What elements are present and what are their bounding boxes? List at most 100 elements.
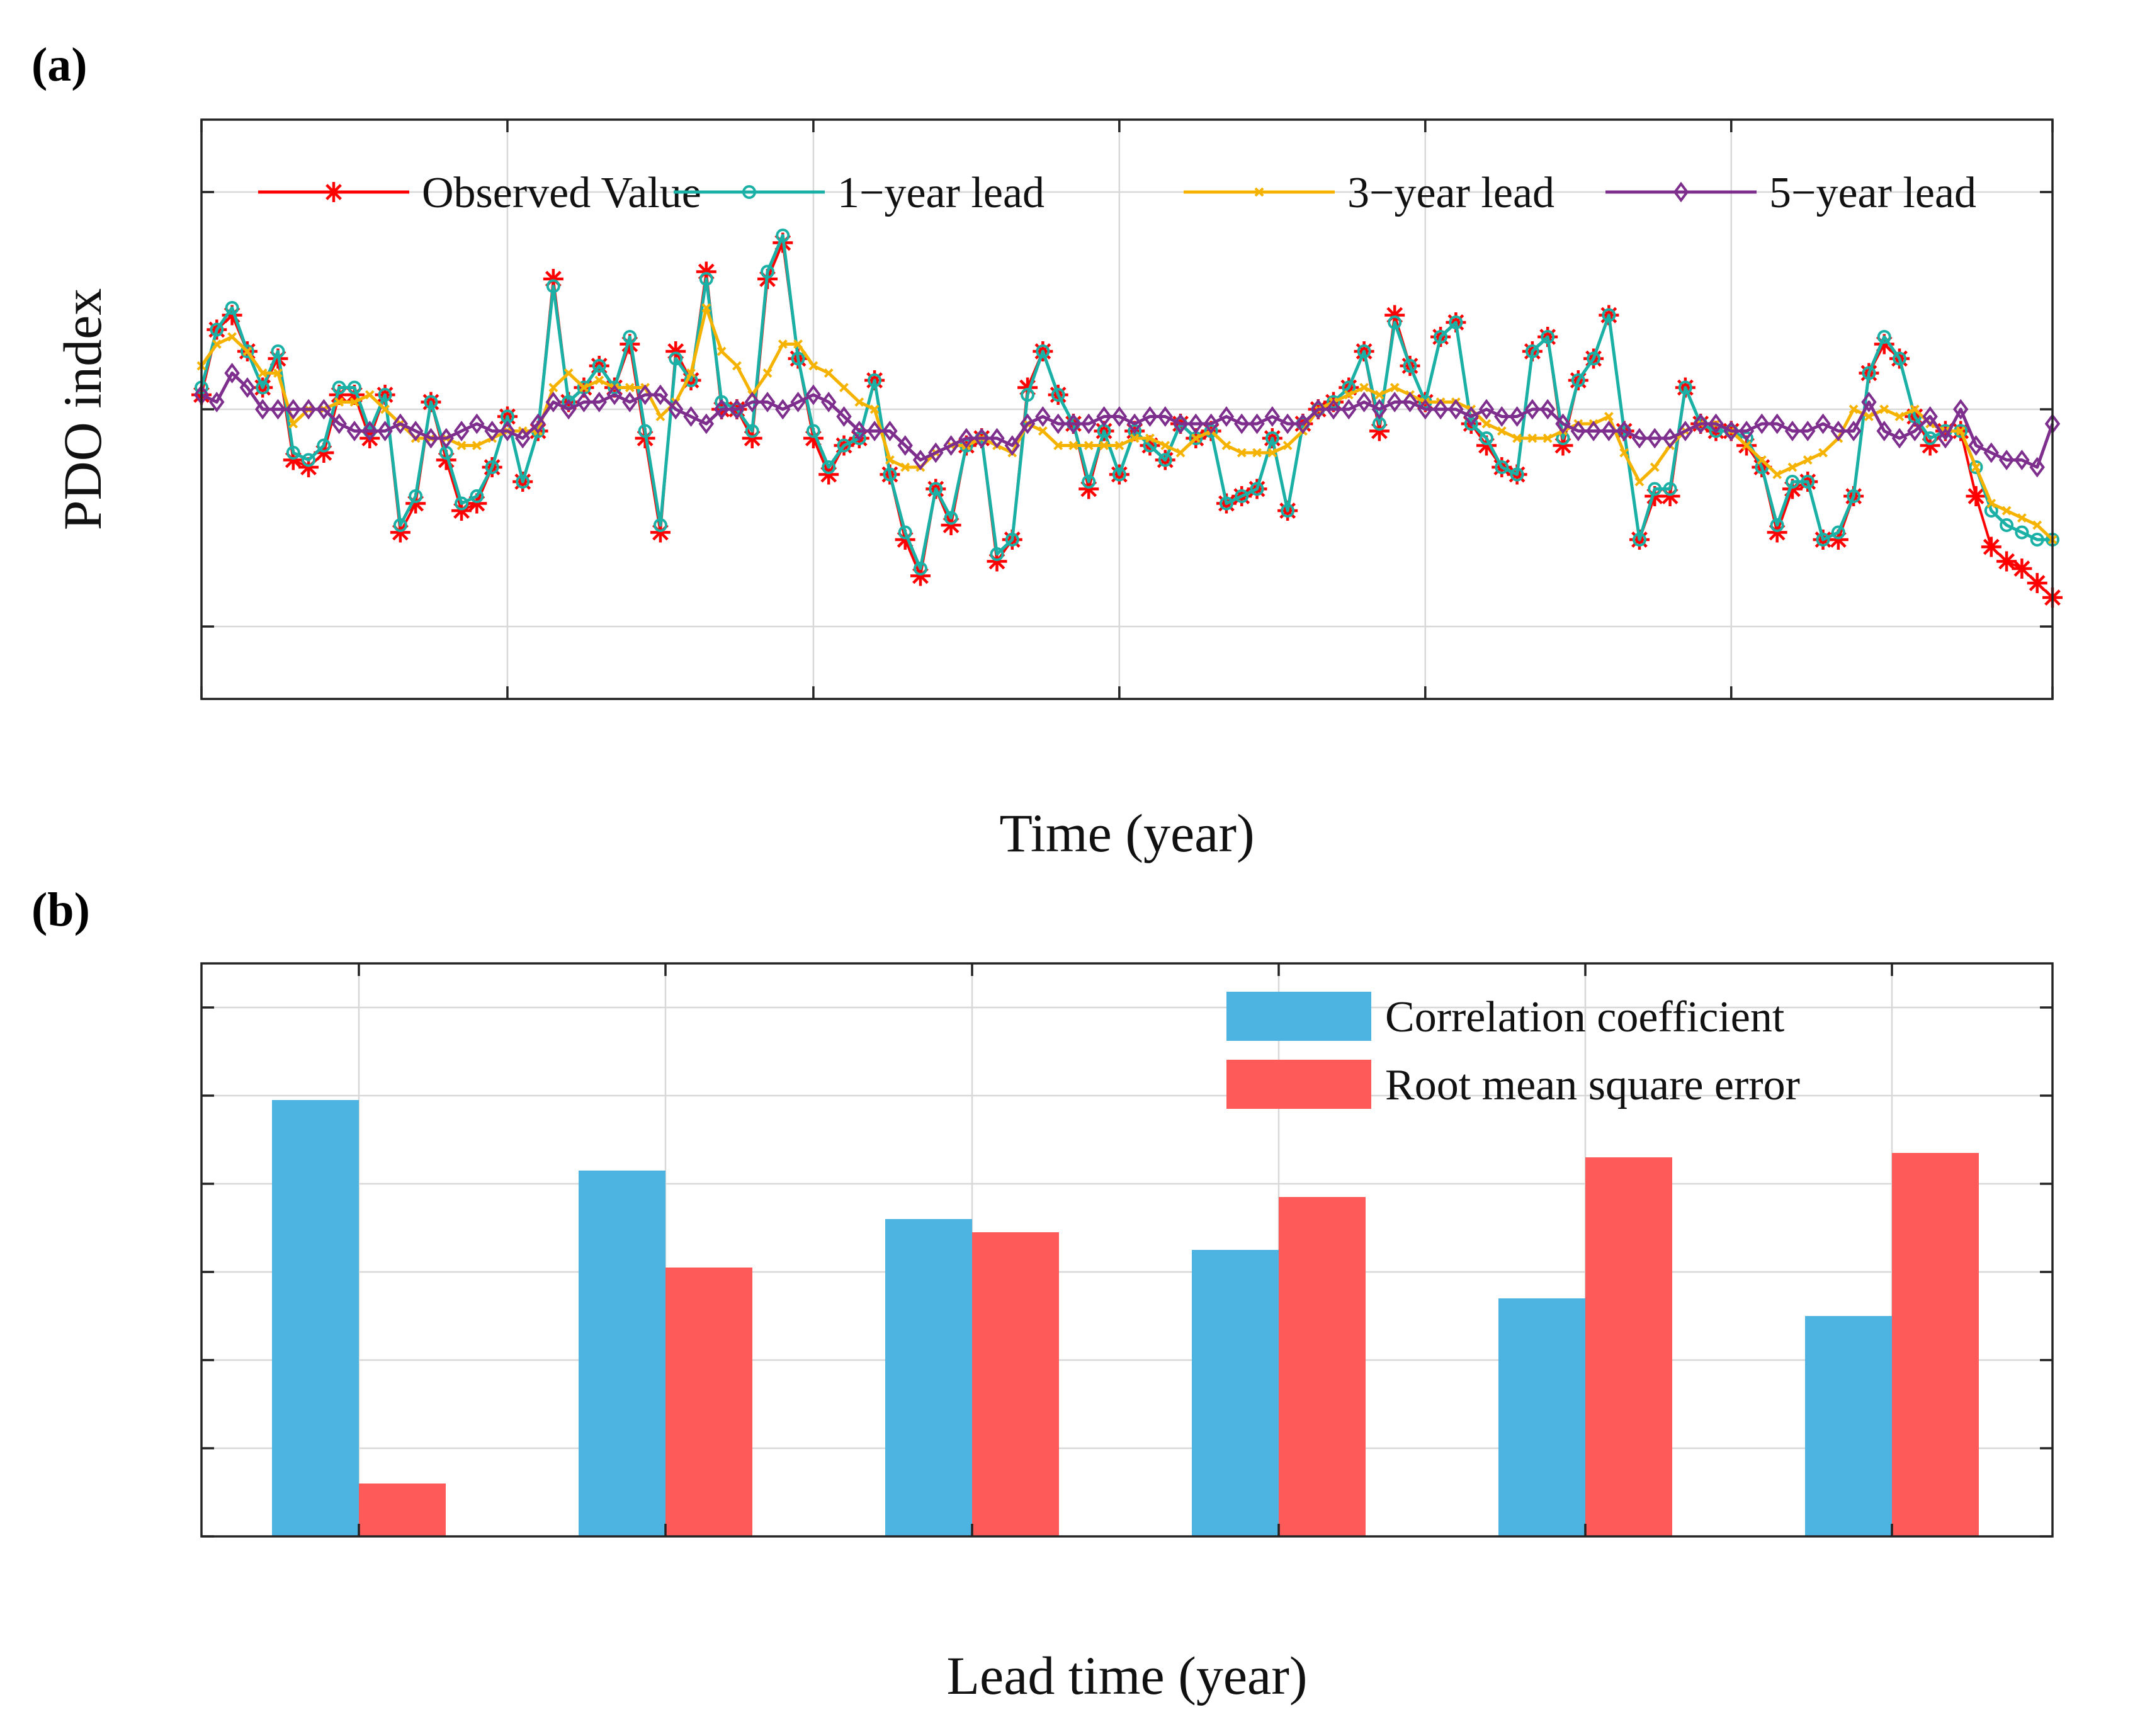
data-point-shape — [805, 384, 822, 406]
data-point — [347, 380, 361, 395]
data-point-shape — [1648, 482, 1662, 496]
data-point-stroke — [686, 368, 696, 378]
data-point-shape — [2000, 518, 2014, 532]
data-point — [1050, 413, 1066, 434]
data-point — [1692, 413, 1709, 434]
data-point — [653, 518, 667, 532]
data-point — [1081, 413, 1097, 434]
data-point-stroke — [1910, 404, 1920, 414]
bar-correlation-coefficient — [1805, 1316, 1892, 1536]
data-point — [1754, 413, 1770, 434]
data-point-shape — [1219, 496, 1233, 511]
bar-correlation-coefficient — [272, 1100, 359, 1536]
data-point — [1175, 448, 1186, 458]
data-point-stroke — [1967, 488, 1984, 504]
data-point — [300, 399, 317, 420]
data-point-stroke — [1986, 499, 1996, 508]
data-point-shape — [929, 482, 943, 496]
data-point-shape — [837, 438, 851, 453]
data-point-shape — [882, 421, 898, 441]
data-point — [1481, 419, 1492, 429]
data-point — [805, 384, 822, 406]
data-point — [929, 482, 943, 496]
data-point — [793, 339, 803, 349]
data-point-shape — [667, 399, 684, 420]
data-point-shape — [1847, 489, 1861, 503]
legend-swatch — [1226, 992, 1371, 1041]
data-point — [1799, 421, 1816, 441]
data-point — [883, 467, 897, 482]
data-point-shape — [989, 428, 1005, 449]
legend-label: Root mean square error — [1385, 1061, 1800, 1109]
data-point — [1359, 383, 1369, 392]
data-point-stroke — [548, 383, 558, 392]
data-point-shape — [1495, 460, 1509, 474]
data-point — [1601, 421, 1617, 441]
data-point-shape — [1831, 525, 1845, 540]
data-point-shape — [438, 428, 455, 449]
panel-b-bars — [272, 1100, 1979, 1536]
bar-rmse — [359, 1484, 446, 1536]
data-point-stroke — [1604, 412, 1614, 421]
data-point-stroke — [1803, 455, 1813, 465]
data-point — [606, 384, 623, 406]
data-point — [365, 390, 375, 400]
legend-label: Observed Value — [422, 169, 701, 217]
data-point-shape — [1371, 399, 1388, 420]
data-point — [1281, 504, 1295, 518]
data-point — [1191, 433, 1201, 443]
data-point — [1952, 399, 1969, 420]
data-point-shape — [1893, 351, 1907, 366]
data-point — [1787, 462, 1797, 472]
data-point — [1525, 344, 1539, 358]
bar-correlation-coefficient — [1498, 1298, 1585, 1536]
legend-marker — [1254, 187, 1264, 197]
data-point-shape — [1126, 413, 1143, 434]
data-point-stroke — [1543, 433, 1553, 443]
data-point — [1417, 399, 1434, 420]
data-point — [1157, 406, 1173, 427]
data-point — [683, 406, 699, 427]
legend-entry: Root mean square error — [1226, 1060, 1800, 1109]
data-point-shape — [346, 421, 363, 441]
data-point — [256, 380, 270, 395]
data-point — [1923, 431, 1937, 445]
data-point — [302, 453, 316, 467]
data-point — [1815, 413, 1831, 434]
panel-b-axes — [200, 962, 2054, 1538]
data-point-stroke — [808, 361, 818, 371]
data-point-shape — [271, 344, 285, 358]
data-point — [1770, 518, 1784, 532]
data-point — [729, 399, 745, 420]
legend-entry: 1−year lead — [674, 169, 1045, 217]
data-point-shape — [409, 489, 423, 503]
data-point-stroke — [2032, 520, 2042, 530]
data-point-shape — [669, 351, 683, 366]
data-point — [1374, 390, 1384, 400]
data-point — [1509, 406, 1525, 427]
data-point — [2030, 533, 2044, 547]
data-point-shape — [254, 399, 271, 420]
data-point — [273, 368, 283, 378]
data-point — [912, 450, 929, 470]
data-point-stroke — [456, 441, 467, 450]
data-point-stroke — [1084, 441, 1094, 450]
data-point-shape — [1539, 399, 1556, 420]
data-point-stroke — [1390, 383, 1400, 392]
data-point-shape — [699, 272, 713, 286]
data-point-shape — [943, 435, 959, 456]
data-point-stroke — [1252, 448, 1262, 458]
data-point — [579, 383, 589, 392]
data-point — [851, 421, 868, 441]
data-point-shape — [1862, 366, 1876, 380]
data-point-shape — [638, 424, 652, 438]
panel-a-series — [191, 229, 2063, 608]
data-point-shape — [1051, 388, 1065, 402]
data-point — [1145, 433, 1155, 443]
data-point — [744, 392, 760, 412]
data-point — [943, 435, 959, 456]
data-point — [1282, 441, 1293, 450]
data-point — [650, 522, 671, 543]
data-point-stroke — [1282, 441, 1293, 450]
data-point — [1818, 448, 1828, 458]
